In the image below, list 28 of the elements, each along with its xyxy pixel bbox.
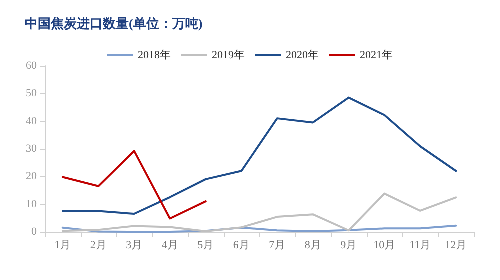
x-tick-label: 8月: [304, 240, 322, 252]
chart-title: 中国焦炭进口数量(单位：万吨): [25, 16, 203, 31]
y-tick-label: 30: [26, 143, 38, 155]
x-tick-label: 11月: [410, 240, 432, 252]
legend-label: 2018年: [138, 50, 171, 62]
x-tick-label: 10月: [374, 240, 396, 252]
x-tick-label: 7月: [269, 240, 286, 252]
x-tick-label: 3月: [126, 240, 143, 252]
x-tick-label: 9月: [340, 240, 358, 252]
y-tick-label: 50: [26, 88, 38, 100]
legend-label: 2019年: [212, 50, 245, 62]
y-tick-label: 40: [26, 115, 38, 128]
y-tick-label: 20: [26, 170, 38, 183]
line-series: [62, 96, 458, 216]
x-tick-label: 6月: [233, 240, 250, 252]
y-tick-label: 60: [26, 60, 38, 72]
x-tick-label: 12月: [445, 240, 468, 252]
line-series: [62, 192, 458, 232]
legend-label: 2021年: [360, 50, 393, 62]
line-series: [62, 150, 207, 220]
line-series: [62, 224, 458, 233]
x-tick-label: 1月: [54, 240, 72, 252]
x-tick-label: 4月: [162, 240, 178, 252]
y-tick-label: 0: [32, 226, 38, 238]
x-tick-label: 5月: [198, 240, 214, 252]
y-tick-label: 10: [26, 198, 38, 210]
legend-label: 2020年: [286, 50, 319, 62]
x-tick-label: 2月: [90, 240, 107, 252]
